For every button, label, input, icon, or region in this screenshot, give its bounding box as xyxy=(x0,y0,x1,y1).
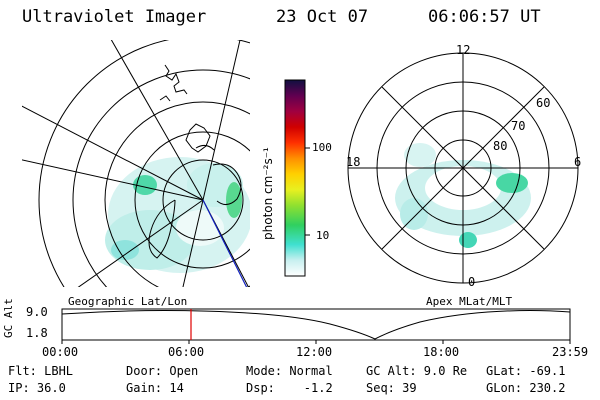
timeline-frame xyxy=(61,308,571,341)
status-ip: IP: 36.0 xyxy=(8,381,66,395)
timeline-y-label: GC Alt xyxy=(2,298,15,338)
timeline-xtick-1800: 18:00 xyxy=(423,345,460,359)
status-gain: Gain: 14 xyxy=(126,381,184,395)
satellite-track xyxy=(202,199,248,287)
status-glat: GLat: -69.1 xyxy=(486,364,566,378)
geo-latitude-circles xyxy=(38,40,250,287)
colorbar-tick-label-100: 100 xyxy=(312,141,332,154)
status-door: Door: Open xyxy=(126,364,199,378)
timeline-xtick-0000: 00:00 xyxy=(42,345,79,359)
mlat-label-60: 60 xyxy=(536,96,551,110)
app-title: Ultraviolet Imager xyxy=(22,7,207,27)
status-gc-alt: GC Alt: 9.0 Re xyxy=(366,364,468,378)
mlt-label-0: 0 xyxy=(468,275,476,289)
date-label: 23 Oct 07 xyxy=(276,7,369,27)
mlt-label-12: 12 xyxy=(456,43,471,57)
timeline-xtick-2359: 23:59 xyxy=(552,345,589,359)
status-glon: GLon: 230.2 xyxy=(486,381,566,395)
apex-grid xyxy=(347,52,579,284)
colorbar-gradient xyxy=(284,79,306,277)
timeline-ticks xyxy=(61,340,571,344)
mlt-label-18: 18 xyxy=(346,155,361,169)
status-mode: Mode: Normal xyxy=(246,364,333,378)
timeline-xtick-0600: 06:00 xyxy=(168,345,205,359)
altitude-curve xyxy=(61,310,571,340)
apex-panel-label: Apex MLat/MLT xyxy=(426,295,513,308)
mlat-label-70: 70 xyxy=(511,119,526,133)
geo-panel-label: Geographic Lat/Lon xyxy=(68,295,188,308)
timeline-ytick-1.8: 1.8 xyxy=(26,326,48,340)
timeline-xtick-1200: 12:00 xyxy=(296,345,333,359)
status-dsp: Dsp: -1.2 xyxy=(246,381,333,395)
status-seq: Seq: 39 xyxy=(366,381,417,395)
mlt-label-6: 6 xyxy=(574,155,582,169)
geo-coastlines xyxy=(148,64,242,259)
geo-aurora-emission xyxy=(105,157,250,273)
time-label: 06:06:57 UT xyxy=(428,7,541,27)
status-filter: Flt: LBHL xyxy=(8,364,74,378)
timeline-ytick-9: 9.0 xyxy=(26,305,48,319)
mlat-label-80: 80 xyxy=(493,139,508,153)
colorbar-tick-label-10: 10 xyxy=(316,229,330,242)
geo-map-content xyxy=(22,40,250,287)
